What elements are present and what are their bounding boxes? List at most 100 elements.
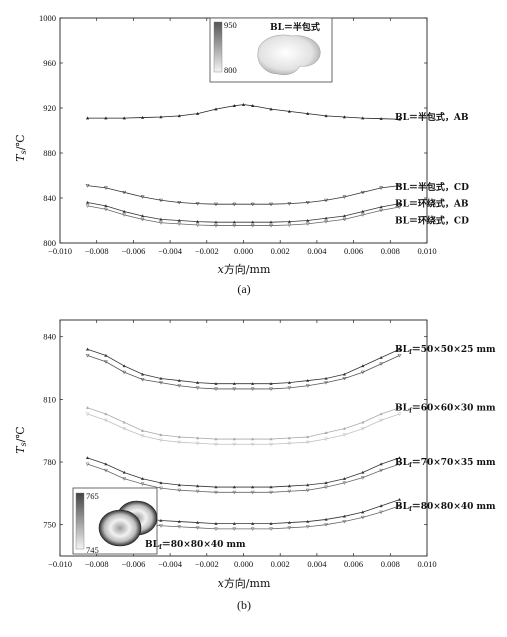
series-line-b-5 <box>87 463 400 493</box>
y-tick-label: 880 <box>43 148 56 158</box>
data-point <box>379 205 383 209</box>
data-point <box>287 223 292 228</box>
data-point <box>269 220 273 224</box>
data-point <box>379 510 384 515</box>
data-point <box>268 527 274 531</box>
y-tick-label: 920 <box>43 103 56 113</box>
series-line-a-2 <box>87 202 400 223</box>
data-point <box>103 468 108 473</box>
data-point <box>213 527 219 531</box>
x-tick-label: 0.008 <box>381 246 400 256</box>
inset-colorbar-a <box>213 21 223 73</box>
inset-label-a: BL＝半包式 <box>270 21 320 33</box>
data-point <box>379 462 383 466</box>
data-point <box>232 224 237 228</box>
data-point <box>251 104 255 107</box>
series-label: BL＝半包式，AB <box>395 111 469 123</box>
data-point <box>195 386 200 390</box>
y-tick-label: 800 <box>43 238 56 248</box>
data-point <box>214 485 218 489</box>
data-point <box>158 438 163 443</box>
data-point <box>85 412 90 417</box>
data-point <box>213 202 219 207</box>
data-point <box>85 184 90 188</box>
data-point <box>379 186 384 190</box>
data-point <box>361 510 365 514</box>
data-point <box>269 437 273 441</box>
x-tick-label: 0.008 <box>381 559 400 569</box>
data-point <box>177 440 182 445</box>
data-point <box>324 220 329 224</box>
data-point <box>85 462 90 467</box>
data-point <box>379 117 383 120</box>
data-point <box>140 372 145 376</box>
data-point <box>104 116 108 120</box>
x-tick-label: −0.002 <box>195 246 219 256</box>
data-point <box>232 202 237 207</box>
data-point <box>360 515 365 520</box>
data-point <box>397 406 402 409</box>
data-point <box>140 477 145 480</box>
data-point <box>122 190 127 195</box>
data-point <box>251 220 255 224</box>
series-labels-a: BL＝半包式，AB BL＝半包式，CD BL＝环绕式，AB BL＝环绕式，CD <box>395 111 469 227</box>
data-point <box>177 384 182 388</box>
data-point <box>104 353 108 357</box>
data-point <box>397 462 402 467</box>
y-tick-label: 840 <box>43 332 56 342</box>
data-point <box>214 107 218 111</box>
data-point <box>177 488 182 493</box>
data-point <box>379 412 383 416</box>
data-point <box>159 433 163 437</box>
x-tick-label: −0.006 <box>121 559 145 569</box>
data-point <box>232 442 237 447</box>
data-point <box>232 387 237 392</box>
data-point <box>177 483 181 487</box>
data-point <box>342 377 347 381</box>
data-point <box>342 214 347 218</box>
data-point <box>213 490 219 495</box>
data-point <box>324 431 328 434</box>
data-point <box>196 484 200 488</box>
data-point <box>122 213 127 217</box>
data-point <box>159 481 163 485</box>
data-point <box>85 200 90 204</box>
data-point <box>140 378 145 382</box>
inset-model-shape-a <box>257 34 321 75</box>
data-point <box>360 190 365 195</box>
data-point <box>324 517 328 521</box>
data-point <box>305 525 310 529</box>
data-point <box>250 527 255 531</box>
inset-a: 950 800 BL＝半包式 <box>209 17 333 83</box>
data-point <box>214 522 218 525</box>
inset-scale-min-b: 745 <box>86 545 99 555</box>
data-point <box>361 420 365 424</box>
data-point <box>287 386 292 390</box>
data-point <box>287 381 291 384</box>
x-tick-label: −0.010 <box>48 246 72 256</box>
data-point <box>306 112 310 115</box>
data-point <box>196 520 200 524</box>
data-point <box>379 504 383 508</box>
data-point <box>104 204 108 208</box>
x-tick-label: −0.010 <box>48 559 72 569</box>
data-point <box>397 117 402 121</box>
data-point <box>306 519 310 523</box>
data-point <box>232 382 236 385</box>
data-point <box>306 378 310 382</box>
data-point <box>324 485 329 490</box>
data-point <box>305 440 310 445</box>
data-point <box>268 224 274 228</box>
x-tick-label: 0.002 <box>271 246 290 256</box>
x-tick-label: −0.004 <box>158 246 183 256</box>
data-point <box>342 372 347 376</box>
panel-caption-a: (a) <box>237 282 250 296</box>
data-point <box>195 441 200 446</box>
series-label: BL＝半包式，CD <box>395 181 469 193</box>
data-point <box>232 485 236 489</box>
data-point <box>268 490 274 495</box>
x-tick-label: 0.010 <box>417 559 436 569</box>
data-point <box>269 107 273 111</box>
y-tick-label: 960 <box>43 58 56 68</box>
